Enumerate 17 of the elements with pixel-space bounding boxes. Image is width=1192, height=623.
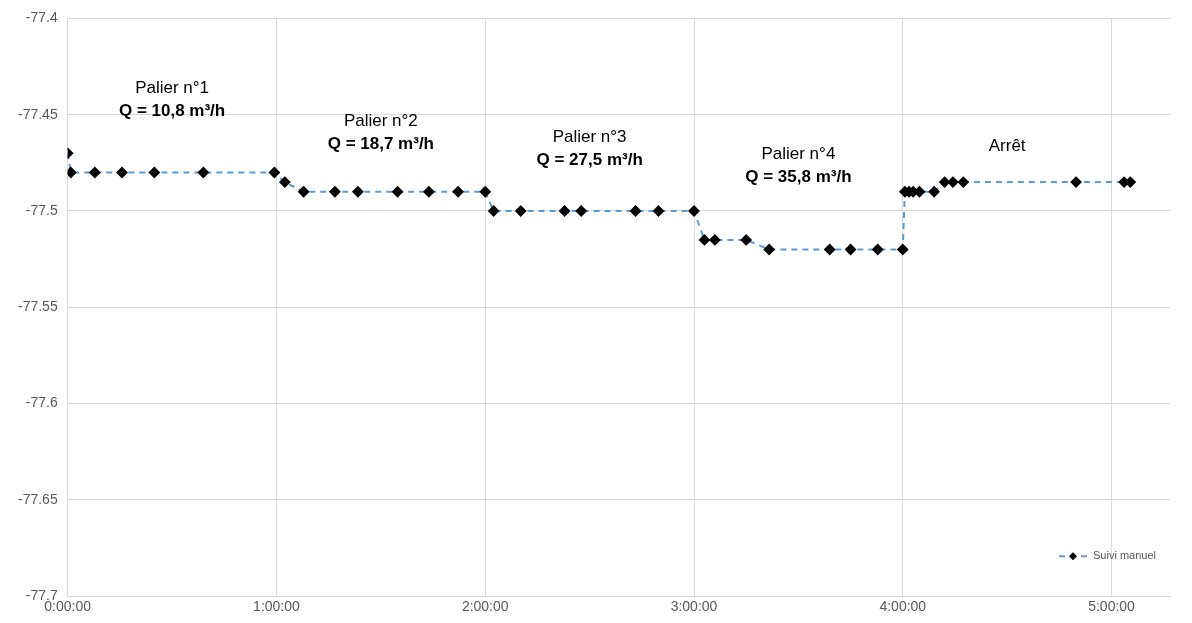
x-tick-label: 3:00:00 [670,598,718,615]
x-tick-label: 1:00:00 [253,598,301,615]
annotation: Palier n°3 Q = 27,5 m³/h [536,127,643,170]
y-tick-label: -77.6 [25,394,58,411]
y-tick-label: -77.55 [17,298,58,315]
y-tick-label: -77.45 [17,105,58,122]
annotation: Palier n°1 Q = 10,8 m³/h [118,78,226,121]
legend-label: Suivi manuel [1093,549,1157,562]
annotation: Palier n°2 Q = 18,7 m³/h [327,111,434,154]
annotation: Palier n°4 Q = 35,8 m³/h [745,144,852,187]
x-tick-label: 2:00:00 [461,598,509,615]
y-tick-label: -77.4 [25,9,58,26]
annotation: Arrêt [988,136,1026,156]
y-tick-label: -77.65 [17,490,58,507]
x-tick-label: 5:00:00 [1088,598,1136,615]
y-tick-label: -77.5 [25,201,58,218]
x-tick-label: 4:00:00 [879,598,927,615]
